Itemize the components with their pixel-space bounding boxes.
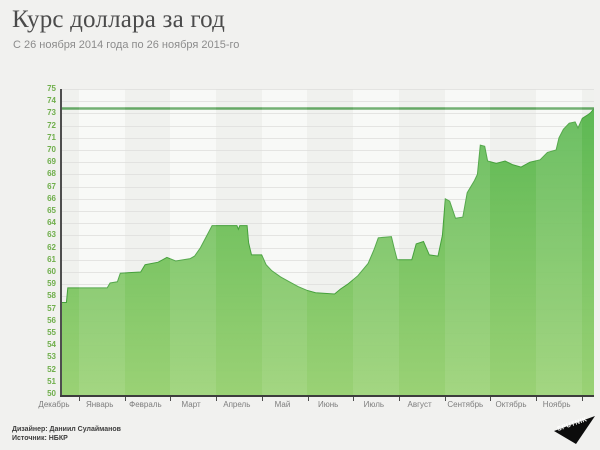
x-tick-label: Январь [85,400,114,409]
y-tick-label: 56 [47,315,56,325]
y-tick-label: 58 [47,291,56,301]
x-tick [307,397,309,401]
x-tick-label: Февраль [129,400,162,409]
y-tick-label: 66 [47,193,56,203]
area-series-fill [62,108,594,396]
y-tick-label: 74 [47,96,56,106]
y-tick-label: 59 [47,279,56,289]
x-tick [581,397,583,401]
x-tick [536,397,537,401]
sputnik-logo-triangle [554,416,595,444]
x-axis-ticks [62,397,594,401]
y-tick-label: 54 [47,340,56,350]
x-axis-line [60,395,594,397]
y-tick-label: 62 [47,242,56,252]
y-tick-label: 64 [47,218,56,228]
sputnik-logo: SPUTNIK [554,416,595,444]
designer-credit: Дизайнер: Даниил Сулайманов [12,426,121,433]
footer-credits: Дизайнер: Даниил Сулайманов Источник: НБ… [12,425,121,443]
x-tick [490,397,492,401]
x-tick [216,397,218,401]
y-tick-label: 57 [47,303,56,313]
x-tick-label: Сентябрь [447,400,484,409]
x-tick [124,397,126,401]
y-tick-label: 55 [47,328,56,337]
y-tick-label: 60 [47,267,56,276]
y-tick-label: 53 [47,352,56,362]
y-tick-label: 73 [47,108,56,118]
y-tick-label: 67 [47,181,56,191]
page-title: Курс доллара за год [12,6,226,33]
x-axis-labels: Декабрь Январь Февраль Март Апрель Май Июнь Июл… [38,400,594,412]
x-tick-label: Декабрь [38,400,70,409]
y-tick-label: 72 [47,120,56,130]
y-tick-label: 65 [47,206,56,215]
x-tick-label: Октябрь [495,400,527,409]
chart-plot-area [62,89,594,396]
y-tick-label: 51 [47,376,56,386]
page-subtitle: С 26 ноября 2014 года по 26 ноября 2015-… [13,39,240,51]
x-tick [261,397,263,401]
y-tick-label: 50 [47,389,56,398]
y-tick-label: 61 [47,254,56,264]
x-tick-label: Март [181,400,201,409]
x-tick-label: Июнь [318,400,339,409]
y-tick-label: 75 [47,84,56,93]
exchange-rate-area-chart [62,107,594,396]
y-tick-label: 52 [47,364,56,374]
y-tick-label: 69 [47,157,56,167]
x-tick-label: Июль [363,400,385,409]
y-tick-label: 68 [47,169,56,179]
source-credit: Источник: НБКР [12,435,68,442]
y-tick-label: 63 [47,230,56,240]
x-tick [79,397,80,401]
x-tick [444,397,446,401]
x-tick [353,397,355,401]
y-tick-label: 70 [47,145,56,154]
y-tick-label: 71 [47,132,56,142]
x-tick-label: Апрель [223,400,251,409]
x-tick [398,397,400,401]
x-tick-label: Август [407,400,432,409]
y-axis-line [60,89,62,397]
x-tick-label: Ноябрь [542,400,571,409]
x-tick-label: Май [274,400,291,409]
x-tick [170,397,172,401]
y-axis-labels: 75 74 73 72 71 70 69 68 67 66 65 64 63 62 61 60 59 58 57 56… [0,85,56,398]
